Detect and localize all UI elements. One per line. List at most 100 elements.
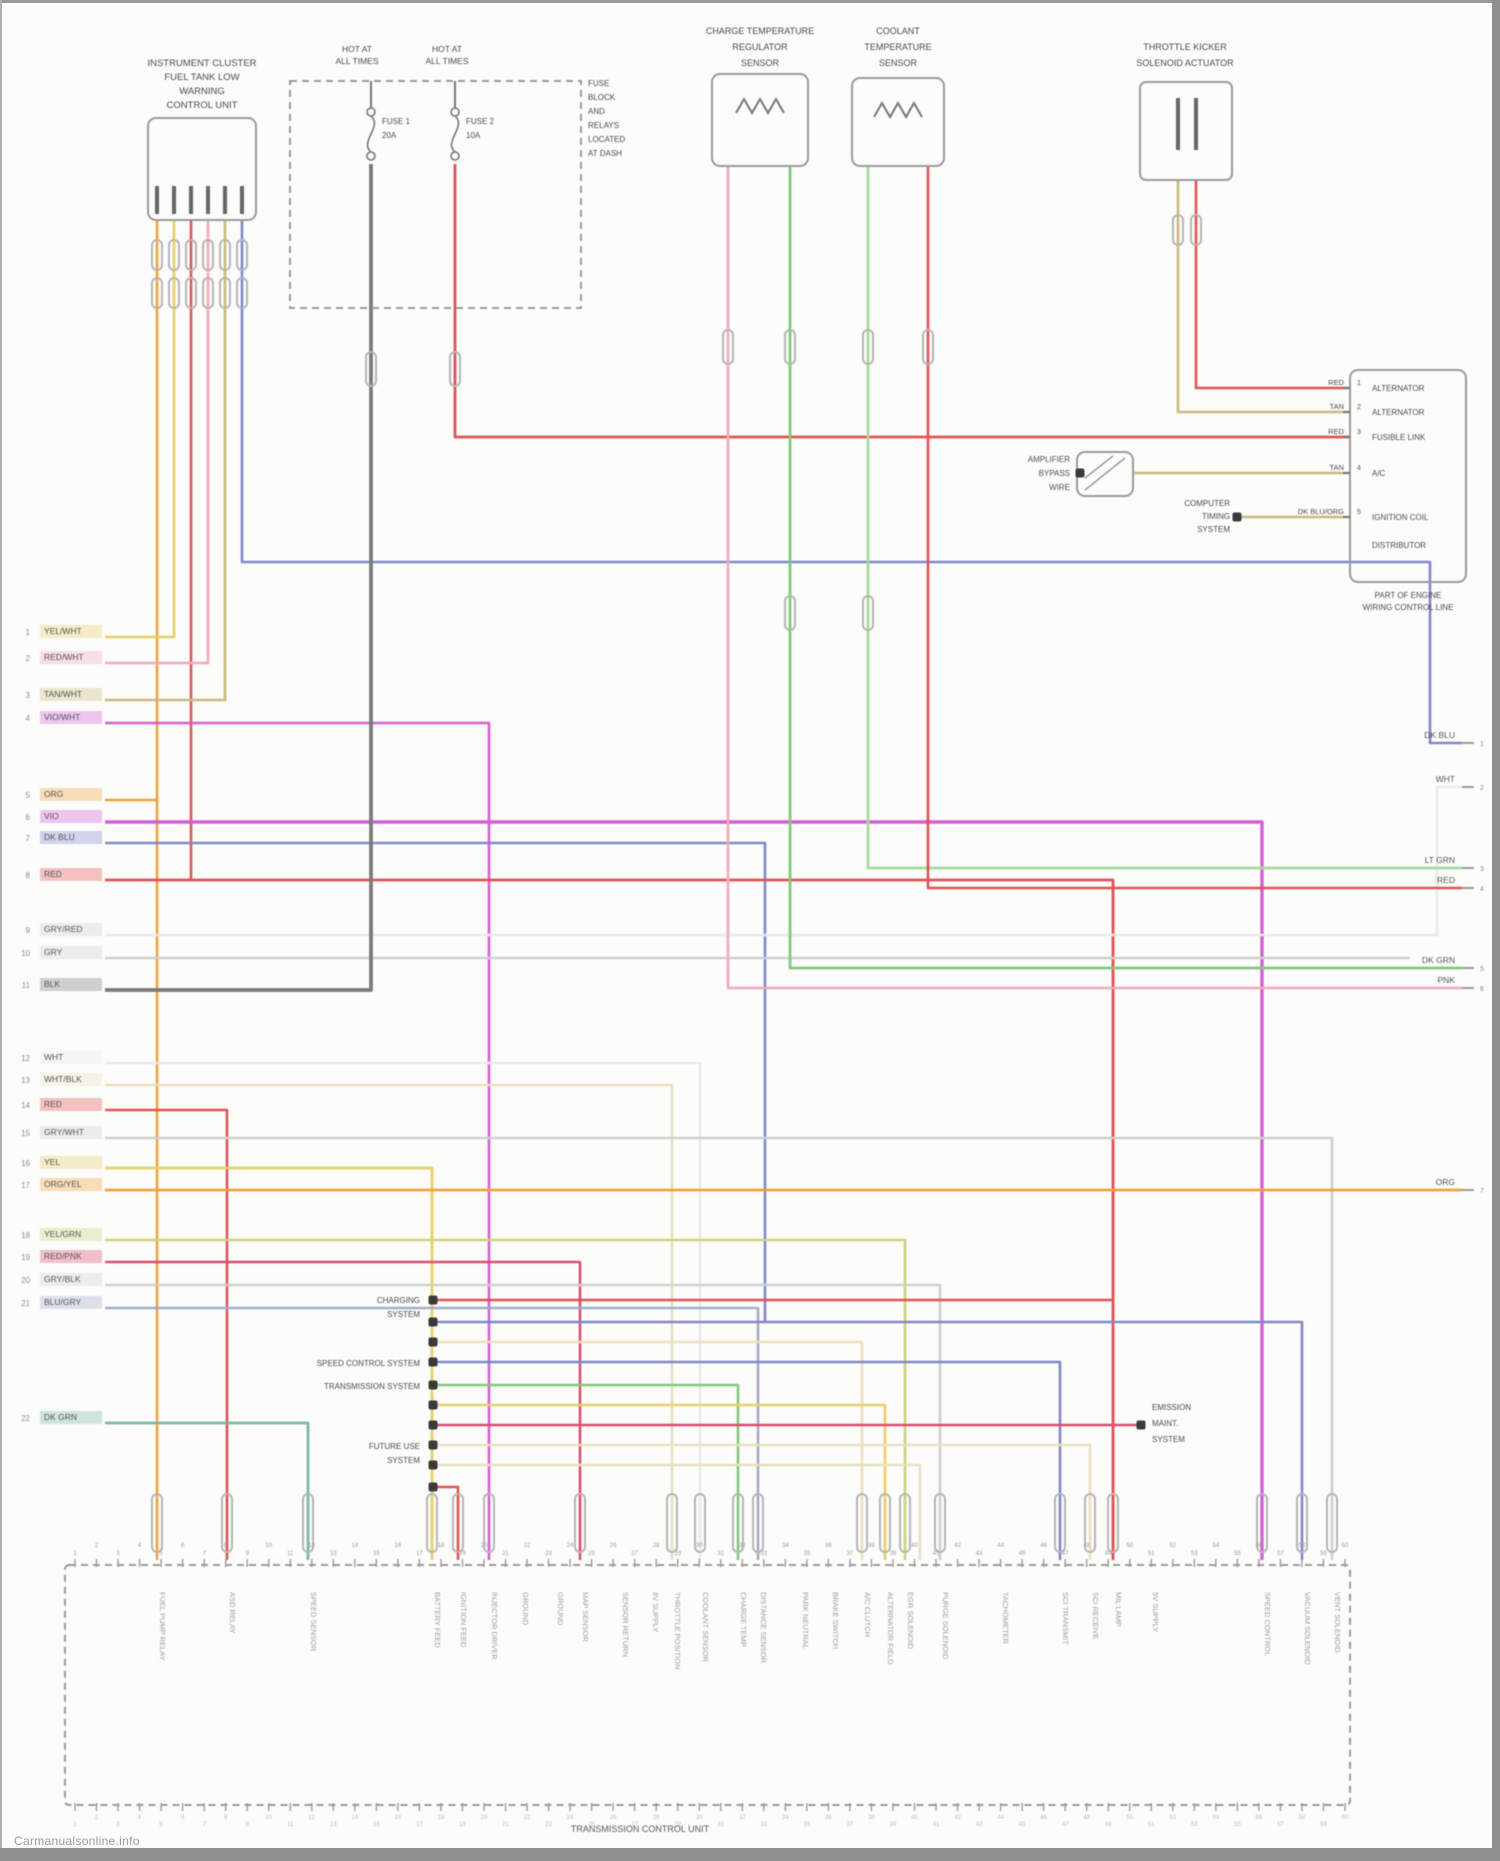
- connector-pin-number: 39: [890, 1822, 897, 1828]
- connector-pin-number: 26: [610, 1543, 617, 1549]
- edge-pin-number: 1: [1480, 741, 1484, 748]
- connector-pin-number: 17: [416, 1551, 423, 1557]
- left-pin-number: 5: [26, 791, 31, 800]
- connector-stub: [694, 1493, 706, 1553]
- connector-circuit-label: IGNITION FEED: [459, 1592, 468, 1648]
- wire-color-label: DK GRN: [44, 1412, 77, 1422]
- connector-pin-number: 56: [1256, 1543, 1263, 1549]
- hot-feed-label: ALL TIMES: [336, 56, 379, 66]
- wire: [433, 1403, 887, 1560]
- junction-dot: [428, 1440, 438, 1450]
- connector-pin-number: 54: [1213, 1543, 1220, 1549]
- connector-circuit-label: SCI TRANSMIT: [1061, 1592, 1070, 1645]
- wire: [105, 1421, 310, 1560]
- wire: [926, 166, 1462, 890]
- connector-stub: [151, 239, 163, 271]
- wire-color-label: PNK: [1438, 975, 1456, 985]
- connector-pin-number: 48: [1083, 1543, 1090, 1549]
- computer-timing-label: SYSTEM: [1197, 525, 1230, 534]
- wire: [105, 820, 1264, 1560]
- connector-stub: [1054, 1493, 1066, 1553]
- connector-pin-number: 28: [653, 1543, 660, 1549]
- left-pin-number: 18: [21, 1231, 30, 1240]
- connector-circuit-label: BATTERY FEED: [433, 1592, 442, 1648]
- future-use-label: SYSTEM: [387, 1456, 420, 1465]
- wire-label-strip: [40, 788, 102, 801]
- connector-pin-number: 60: [1342, 1543, 1349, 1549]
- connector-pin-number: 59: [1320, 1822, 1327, 1828]
- connector-pin-number: 4: [138, 1543, 142, 1549]
- amplifier-label: BYPASS: [1039, 469, 1070, 478]
- wire: [1176, 180, 1350, 414]
- relay-box-caption: PART OF ENGINE: [1375, 591, 1442, 600]
- connector-circuit-label: COOLANT SENSOR: [701, 1592, 710, 1662]
- wire-label-strip: [40, 946, 102, 959]
- connector-pin-number: 23: [545, 1551, 552, 1557]
- connector-pin-number: 57: [1277, 1551, 1284, 1557]
- wire: [1194, 180, 1350, 390]
- connector-stub: [483, 1493, 495, 1553]
- wire-label-strip: [40, 1250, 102, 1263]
- connector-pin-number: 37: [847, 1551, 854, 1557]
- connector-pin-number: 35: [804, 1551, 811, 1557]
- connector-pin-number: 19: [459, 1822, 466, 1828]
- connector-pin-number: 2: [95, 1815, 99, 1821]
- junction-dot: [428, 1337, 438, 1347]
- connector-pin-number: 14: [351, 1543, 358, 1549]
- connector-pin-number: 57: [1277, 1822, 1284, 1828]
- fuse-note: LOCATED: [588, 135, 625, 144]
- connector-pin-number: 17: [416, 1822, 423, 1828]
- hot-feed-label: ALL TIMES: [426, 56, 469, 66]
- wire-color-label: WHT/BLK: [44, 1074, 82, 1084]
- connector-circuit-label: FUEL PUMP RELAY: [158, 1592, 167, 1661]
- wire: [105, 1136, 1334, 1560]
- wire: [105, 220, 210, 665]
- relay-pin-wire-label: DK BLU/ORG: [1298, 507, 1344, 516]
- connector-pin-number: 30: [696, 1543, 703, 1549]
- junction-dot: [428, 1317, 438, 1327]
- connector-circuit-label: MIL LAMP: [1114, 1592, 1123, 1627]
- left-pin-number: 14: [21, 1101, 30, 1110]
- bottom-connector-box: [64, 1564, 1351, 1806]
- wire-color-label: ORG: [1436, 1177, 1455, 1187]
- wire: [105, 220, 176, 639]
- connector-pin-number: 51: [1148, 1822, 1155, 1828]
- connector-pin-number: 22: [524, 1815, 531, 1821]
- connector-circuit-label: ASD RELAY: [228, 1592, 237, 1634]
- wire-color-label: DK GRN: [1422, 955, 1455, 965]
- connector-stub: [219, 239, 231, 271]
- fuse-icon: [450, 115, 460, 153]
- connector-pin-number: 36: [825, 1543, 832, 1549]
- coolant-temp-sensor-box: [851, 77, 945, 167]
- connector-pin-number: 16: [395, 1543, 402, 1549]
- connector-pin-number: 52: [1169, 1543, 1176, 1549]
- wire-color-label: RED: [44, 869, 62, 879]
- future-use-label: FUTURE USE: [369, 1442, 420, 1451]
- edge-pin-number: 4: [1480, 886, 1484, 893]
- wire: [433, 1320, 1304, 1560]
- connector-pin-number: 1: [73, 1551, 77, 1557]
- connector-stub: [1172, 214, 1184, 246]
- relay-box-label: ALTERNATOR: [1372, 384, 1425, 393]
- connector-stub: [732, 1493, 744, 1553]
- connector-pin-number: 36: [825, 1815, 832, 1821]
- connector-pin-number: 53: [1191, 1822, 1198, 1828]
- wire: [105, 164, 373, 992]
- connector-pin-number: 8: [224, 1815, 228, 1821]
- connector-stub: [1107, 1493, 1119, 1553]
- wire-label-strip: [40, 625, 102, 638]
- connector-pin-number: 51: [1148, 1551, 1155, 1557]
- connector-pin-number: 50: [1126, 1543, 1133, 1549]
- connector-pin-number: 25: [588, 1551, 595, 1557]
- connector-circuit-label: VACUUM SOLENOID: [1303, 1592, 1312, 1665]
- wire-color-label: RED/WHT: [44, 652, 84, 662]
- left-pin-number: 20: [21, 1276, 30, 1285]
- instrument-cluster-unit-box: [147, 117, 257, 221]
- wire: [433, 1485, 460, 1560]
- wire-label-strip: [40, 1411, 102, 1424]
- connector-stub: [862, 329, 874, 365]
- wire: [453, 164, 1350, 439]
- connector-pin-number: 3: [116, 1822, 120, 1828]
- tl-unit-label: CONTROL UNIT: [167, 100, 238, 111]
